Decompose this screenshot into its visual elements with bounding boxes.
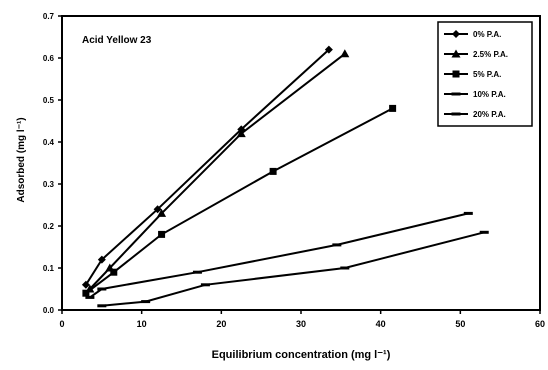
data-point-square: [82, 289, 90, 297]
data-point-dash: [97, 287, 107, 291]
x-tick-label: 30: [296, 319, 306, 329]
data-point-triangle: [236, 129, 246, 138]
legend-label: 10% P.A.: [473, 90, 506, 99]
data-point-diamond: [81, 280, 90, 289]
data-point-triangle: [451, 49, 461, 58]
y-tick-label: 0.2: [43, 222, 55, 231]
data-point-dash: [85, 295, 95, 299]
data-point-triangle: [157, 208, 167, 217]
data-point-diamond: [452, 30, 460, 38]
data-point-dash: [192, 270, 202, 274]
legend-label: 5% P.A.: [473, 70, 501, 79]
y-axis-label: Adsorbed (mg l⁻¹): [16, 117, 27, 202]
data-point-triangle: [340, 49, 350, 58]
y-tick-label: 0.5: [43, 96, 55, 105]
x-axis-label: Equilibrium concentration (mg l⁻¹): [212, 349, 391, 361]
data-point-dash: [340, 266, 350, 270]
data-point-diamond: [97, 255, 106, 264]
data-point-square: [389, 104, 397, 112]
data-point-dash: [200, 283, 210, 287]
data-point-dash: [451, 92, 461, 96]
y-tick-label: 0.3: [43, 180, 55, 189]
series-layer: [81, 45, 489, 308]
series-group: [85, 211, 473, 299]
data-point-diamond: [324, 45, 333, 54]
y-tick-label: 0.1: [43, 264, 55, 273]
data-point-dash: [332, 243, 342, 247]
x-tick-label: 20: [216, 319, 226, 329]
y-tick-label: 0.4: [43, 138, 55, 147]
axes: 0 10 20 30 40 50 60 0.0 0.1 0.2 0.3 0.4 0.5 0.6 0.7: [43, 12, 545, 329]
data-point-square: [269, 167, 277, 175]
data-point-dash: [141, 300, 151, 304]
series-group: [97, 230, 489, 308]
series-line: [101, 231, 485, 307]
x-tick-label: 10: [137, 319, 147, 329]
legend: 0% P.A. 2.5% P.A. 5% P.A. 10% P.A. 20% P.A.: [437, 21, 533, 127]
data-point-dash: [97, 304, 107, 308]
x-tick-label: 0: [59, 319, 64, 329]
legend-label: 20% P.A.: [473, 110, 506, 119]
x-tick-label: 50: [455, 319, 465, 329]
x-tick-label: 60: [535, 319, 545, 329]
y-tick-label: 0.7: [43, 12, 55, 21]
data-point-square: [110, 268, 118, 276]
legend-label: 2.5% P.A.: [473, 50, 508, 59]
series-line: [89, 212, 469, 299]
y-tick-label: 0.0: [43, 306, 55, 315]
data-point-dash: [451, 112, 461, 116]
data-point-square: [158, 230, 166, 238]
x-tick-label: 40: [376, 319, 386, 329]
series-group: [82, 104, 397, 297]
series-line: [89, 53, 346, 290]
y-tick-label: 0.6: [43, 54, 55, 63]
legend-label: 0% P.A.: [473, 30, 501, 39]
chart-title: Acid Yellow 23: [82, 35, 152, 46]
series-group: [85, 49, 350, 293]
data-point-dash: [463, 211, 473, 215]
data-point-diamond: [153, 205, 162, 214]
data-point-dash: [479, 230, 489, 234]
data-point-square: [452, 70, 460, 78]
